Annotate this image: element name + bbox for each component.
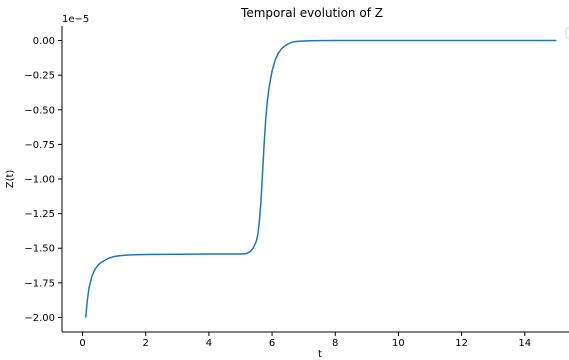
chart-title: Temporal evolution of Z: [240, 6, 383, 20]
x-axis-label: t: [318, 349, 322, 360]
x-tick-label: 6: [269, 338, 275, 349]
x-tick-label: 12: [455, 338, 468, 349]
y-offset-label: 1e−5: [62, 14, 89, 25]
y-tick-label: −1.25: [24, 209, 55, 220]
y-tick-label: 0.00: [33, 36, 55, 47]
series-layer: [84, 39, 557, 318]
y-tick-label: −0.25: [24, 71, 55, 82]
x-tick-label: 14: [518, 338, 531, 349]
legend-box: [565, 27, 569, 39]
z-series-line: [84, 39, 557, 318]
y-tick-label: −2.00: [24, 313, 55, 324]
x-tick-label: 2: [143, 338, 149, 349]
plot-frame: [61, 26, 569, 333]
x-tick-label: 4: [206, 338, 212, 349]
y-tick-label: −0.50: [24, 105, 55, 116]
x-tick-label: 10: [392, 338, 405, 349]
y-axis-ticks: 0.00 −0.25 −0.50 −0.75 −1.00 −1.25 −1.50 −1.75 −…: [24, 36, 62, 324]
y-tick-label: −0.75: [24, 140, 55, 151]
x-axis-ticks: 0 2 4 6 8 10 12 14: [79, 332, 531, 349]
y-tick-label: −1.00: [24, 175, 55, 186]
y-axis-label: Z(t): [5, 170, 16, 189]
y-tick-label: −1.50: [24, 244, 55, 255]
x-tick-label: 8: [332, 338, 338, 349]
y-tick-label: −1.75: [24, 278, 55, 289]
x-tick-label: 0: [79, 338, 85, 349]
